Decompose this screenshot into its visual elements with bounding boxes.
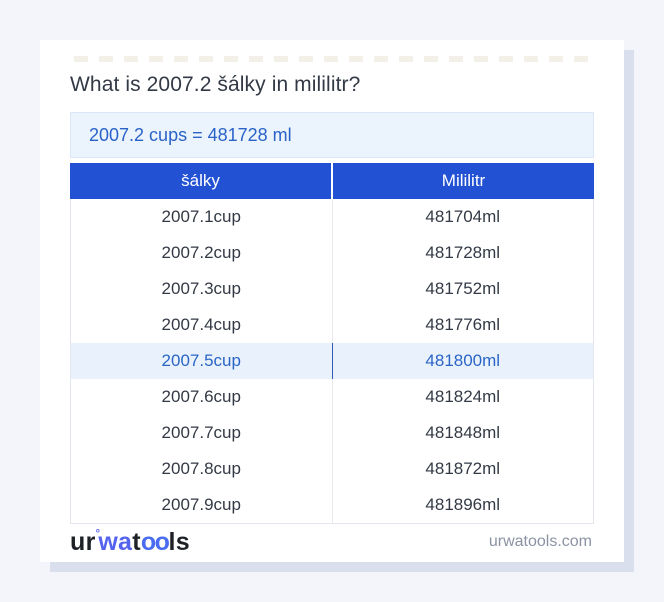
- ml-cell: 481872ml: [331, 451, 594, 487]
- ml-cell: 481824ml: [331, 379, 594, 415]
- ml-cell: 481776ml: [331, 307, 594, 343]
- table-row[interactable]: 2007.4cup 481776ml: [71, 307, 593, 343]
- ml-cell: 481752ml: [331, 271, 594, 307]
- cups-cell: 2007.1cup: [161, 207, 241, 226]
- cups-cell: 2007.6cup: [161, 387, 241, 406]
- page-title: What is 2007.2 šálky in mililitr?: [70, 73, 361, 96]
- logo-part-t: t: [132, 527, 141, 556]
- faint-placeholder-dashes: [74, 56, 590, 62]
- table-header-cups: šálky: [70, 163, 331, 199]
- converter-card: What is 2007.2 šálky in mililitr? 2007.2…: [40, 40, 624, 562]
- cups-cell: 2007.9cup: [161, 495, 241, 514]
- table-row-highlighted[interactable]: 2007.5cup 481800ml: [71, 343, 593, 379]
- conversion-table: šálky Mililitr 2007.1cup 481704ml 2007.2…: [70, 163, 594, 524]
- ml-cell: 481704ml: [331, 199, 594, 235]
- table-row[interactable]: 2007.6cup 481824ml: [71, 379, 593, 415]
- cups-cell: 2007.7cup: [161, 423, 241, 442]
- ml-cell: 481896ml: [331, 487, 594, 523]
- table-header-mililitr: Mililitr: [333, 163, 594, 199]
- brand-logo[interactable]: ur°watools: [70, 527, 190, 556]
- table-row[interactable]: 2007.9cup 481896ml: [71, 487, 593, 523]
- cups-cell: 2007.8cup: [161, 459, 241, 478]
- logo-part-ur: ur: [70, 527, 96, 556]
- table-row[interactable]: 2007.8cup 481872ml: [71, 451, 593, 487]
- cups-cell: 2007.5cup: [161, 351, 241, 370]
- ml-cell: 481728ml: [331, 235, 594, 271]
- ml-cell: 481800ml: [331, 343, 594, 379]
- conversion-result-banner: 2007.2 cups = 481728 ml: [70, 112, 594, 158]
- card-footer: ur°watools urwatools.com: [70, 522, 592, 562]
- logo-part-wa: wa: [98, 527, 133, 556]
- logo-degree-mark: °: [95, 527, 101, 540]
- logo-part-ls: ls: [168, 527, 190, 556]
- ml-cell: 481848ml: [331, 415, 594, 451]
- cups-cell: 2007.4cup: [161, 315, 241, 334]
- site-domain-text: urwatools.com: [488, 533, 592, 550]
- table-row[interactable]: 2007.3cup 481752ml: [71, 271, 593, 307]
- table-row[interactable]: 2007.7cup 481848ml: [71, 415, 593, 451]
- cups-cell: 2007.3cup: [161, 279, 241, 298]
- table-row[interactable]: 2007.1cup 481704ml: [71, 199, 593, 235]
- cups-cell: 2007.2cup: [161, 243, 241, 262]
- conversion-result-text: 2007.2 cups = 481728 ml: [89, 124, 292, 145]
- logo-glasses-icon: oo: [140, 527, 170, 556]
- table-header-row: šálky Mililitr: [70, 163, 594, 199]
- table-row[interactable]: 2007.2cup 481728ml: [71, 235, 593, 271]
